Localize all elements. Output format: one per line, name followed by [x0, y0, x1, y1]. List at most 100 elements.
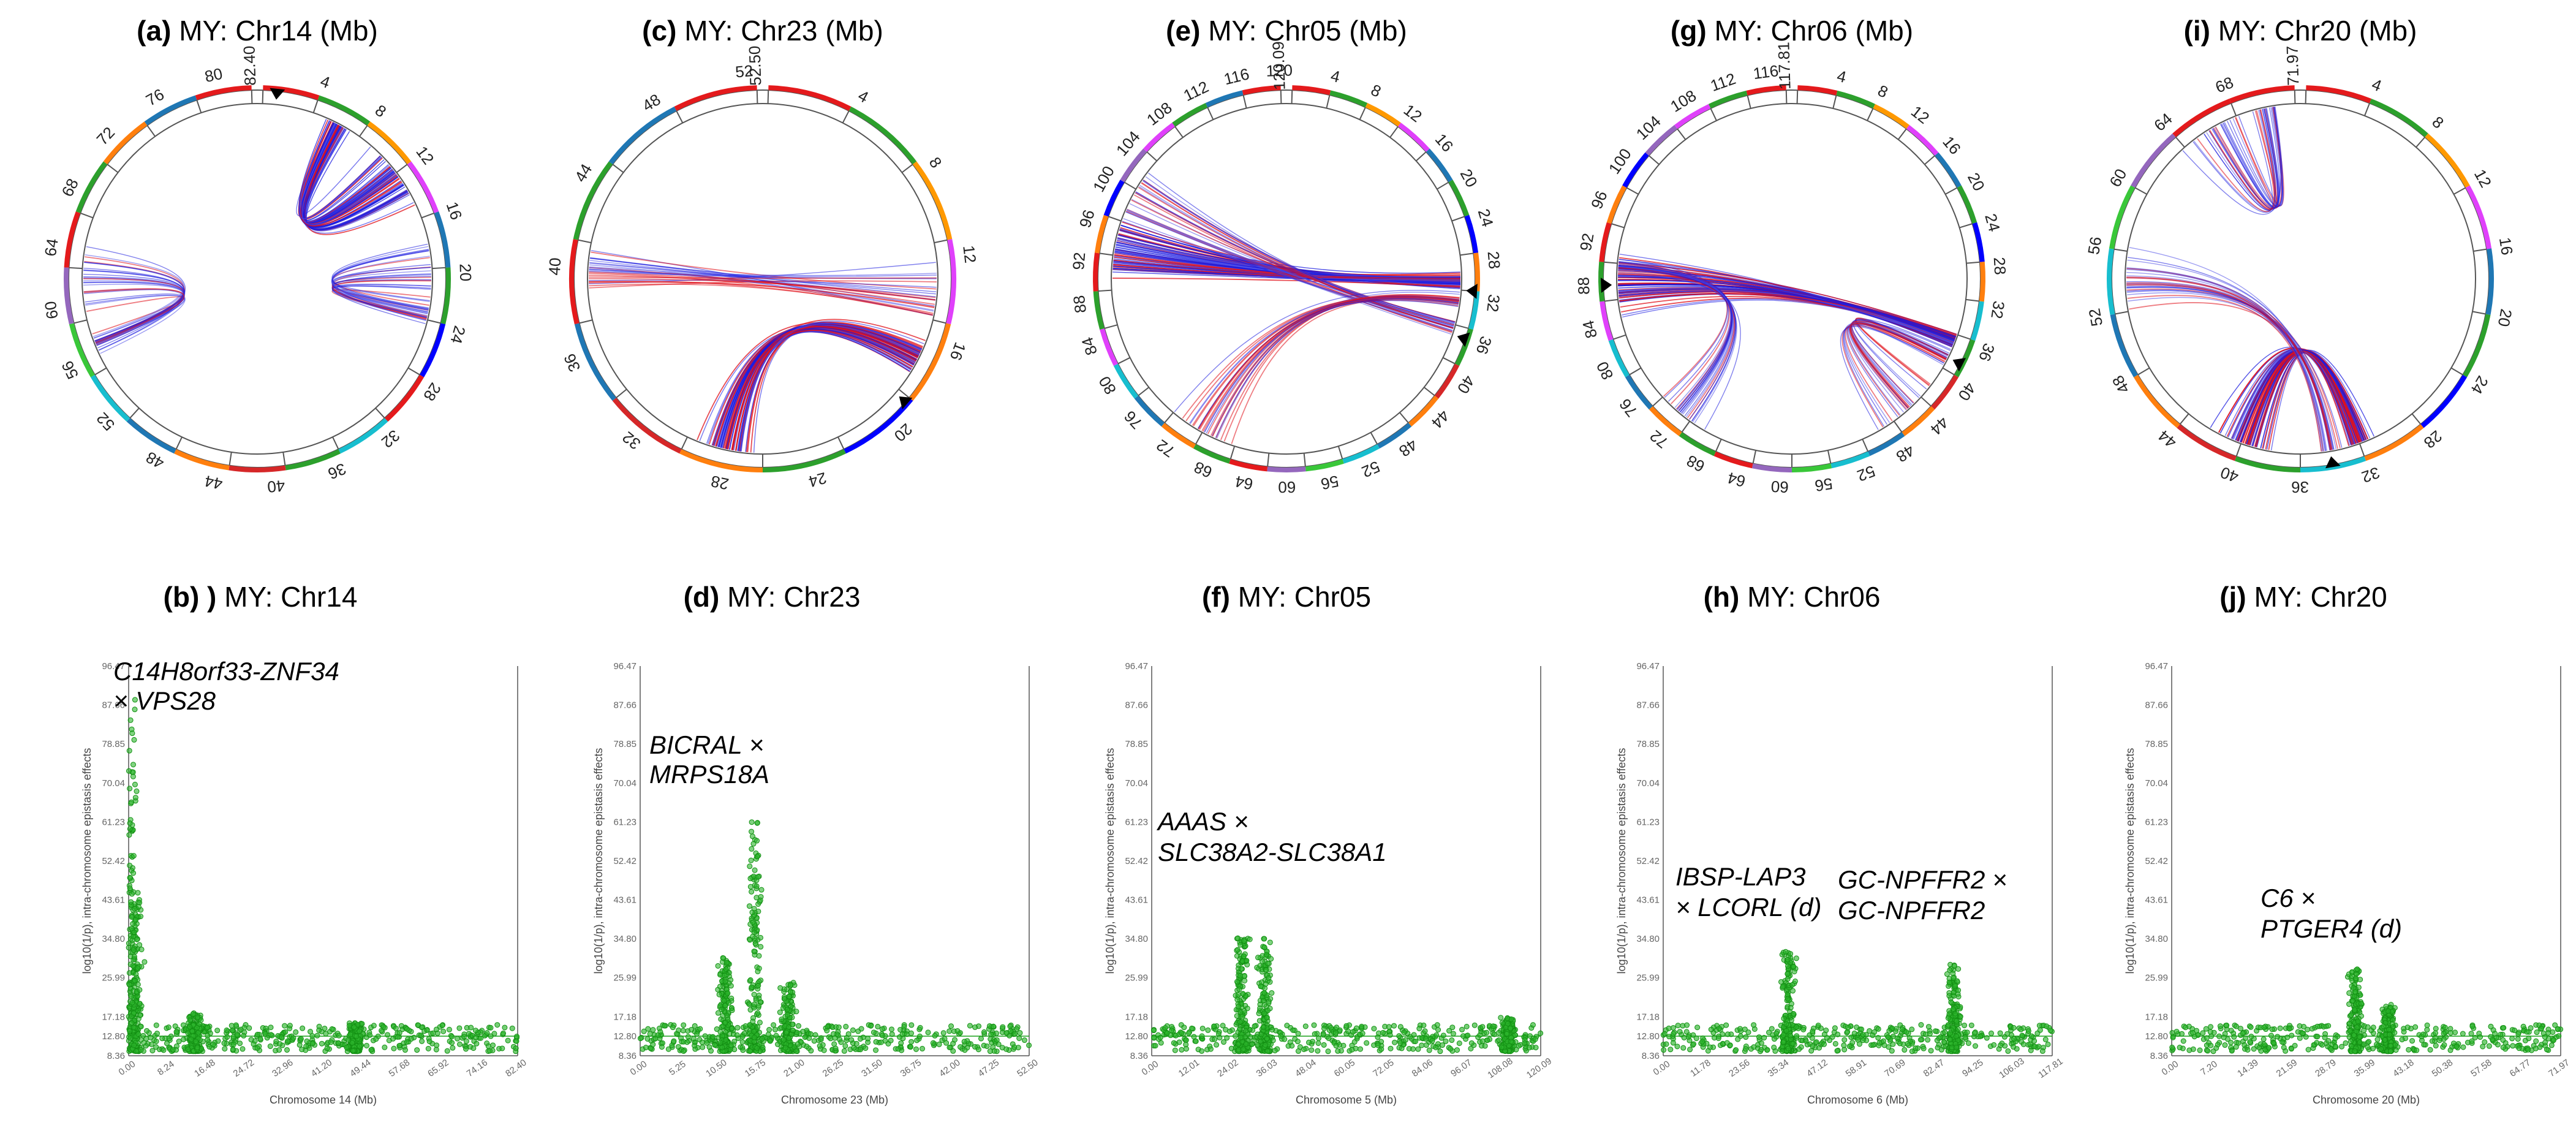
ring-segment [1836, 90, 1875, 108]
data-point [189, 1028, 195, 1034]
data-point [757, 897, 763, 903]
data-point [987, 1048, 993, 1055]
ring-segment [1622, 152, 1649, 188]
data-point [298, 1036, 304, 1042]
tick-label: 32 [619, 428, 644, 453]
data-point [2177, 1045, 2183, 1051]
data-point [1856, 1041, 1862, 1047]
data-point [1783, 1021, 1789, 1027]
x-tick-label: 0.00 [629, 1059, 649, 1078]
segment-boundary [1867, 108, 1874, 121]
x-tick-label: 72.05 [1371, 1058, 1396, 1079]
tick-label: 36 [560, 351, 584, 375]
x-tick-label: 60.05 [1332, 1058, 1358, 1079]
data-point [1391, 1023, 1397, 1029]
chord [2129, 302, 2338, 449]
data-point [692, 1023, 698, 1029]
data-point [1527, 1045, 1533, 1051]
data-point [346, 1023, 352, 1029]
y-tick-label: 87.66 [2145, 700, 2168, 711]
data-point [1791, 1011, 1797, 1017]
data-point [2520, 1023, 2526, 1029]
segment-boundary [1893, 420, 1903, 433]
data-point [716, 991, 722, 998]
data-point [863, 1045, 869, 1051]
segment-boundary [1099, 252, 1113, 256]
data-point [752, 941, 758, 947]
tick-label: 84 [1579, 319, 1601, 340]
data-point [1468, 1040, 1475, 1046]
data-point [747, 1022, 753, 1028]
data-point [347, 1031, 353, 1037]
data-point [2228, 1028, 2234, 1034]
data-point [1334, 1025, 1340, 1031]
x-tick-label: 57.58 [2469, 1058, 2494, 1079]
circos-panel-e: (e) MY: Chr05 (Mb) 481216202428323640444… [1069, 15, 1504, 496]
chord [300, 121, 402, 227]
data-point [135, 1031, 142, 1037]
data-point [1785, 1045, 1791, 1051]
chord [2128, 297, 2326, 452]
data-point [137, 1012, 143, 1018]
tick-label: 8 [1368, 80, 1384, 100]
data-point [754, 838, 760, 844]
tick-label: 4 [1329, 66, 1342, 86]
y-tick-label: 8.36 [619, 1051, 636, 1061]
data-point [2424, 1027, 2430, 1033]
data-point [2224, 1022, 2230, 1028]
ring-segment [1972, 222, 1985, 262]
data-point [1681, 1034, 1687, 1040]
data-point [419, 1038, 425, 1044]
data-point [2011, 1036, 2017, 1042]
data-point [1479, 1038, 1486, 1044]
data-point [1237, 1034, 1244, 1040]
data-point [758, 944, 764, 950]
data-point [897, 1026, 904, 1032]
data-point [749, 819, 755, 825]
segment-boundary [1207, 107, 1214, 120]
chord [2126, 286, 2332, 450]
data-point [1832, 1040, 1838, 1047]
data-point [754, 1045, 760, 1051]
chord [2229, 107, 2283, 207]
segment-boundary [1337, 445, 1343, 460]
data-point [1947, 967, 1953, 973]
segment-boundary [74, 319, 88, 324]
data-point [1947, 1037, 1953, 1043]
data-point [2500, 1037, 2506, 1043]
data-point [1889, 1048, 1895, 1054]
data-point [463, 1038, 469, 1044]
data-point [128, 899, 134, 905]
data-point [1860, 1031, 1866, 1037]
data-point [461, 1034, 467, 1040]
data-point [494, 1022, 500, 1028]
panel-title: (g) MY: Chr06 (Mb) [1671, 15, 1913, 47]
data-point [1460, 1033, 1467, 1039]
data-point [2197, 1047, 2203, 1053]
ring-segment [674, 85, 757, 112]
highlight-marker [1466, 284, 1478, 299]
data-point [1949, 1045, 1955, 1051]
chord [2126, 283, 2325, 452]
ring-segment [946, 238, 956, 325]
data-point [391, 1045, 397, 1051]
data-point [1783, 949, 1789, 955]
ring-segment [2234, 456, 2301, 472]
data-point [1236, 1004, 1242, 1010]
data-point [2468, 1031, 2474, 1037]
y-tick-label: 96.47 [1636, 661, 1660, 672]
data-point [925, 1029, 931, 1036]
data-point [2288, 1046, 2294, 1052]
data-point [1764, 1047, 1770, 1053]
data-point [2339, 1044, 2345, 1050]
data-point [772, 1026, 778, 1032]
data-point [224, 1027, 230, 1033]
data-point [1241, 938, 1247, 944]
data-point [1260, 998, 1266, 1004]
ring-segment [1426, 148, 1453, 183]
ring-segment [407, 161, 439, 213]
data-point [1011, 1044, 1018, 1050]
data-point [749, 888, 755, 895]
chord [1145, 176, 1453, 331]
data-point [747, 977, 754, 983]
